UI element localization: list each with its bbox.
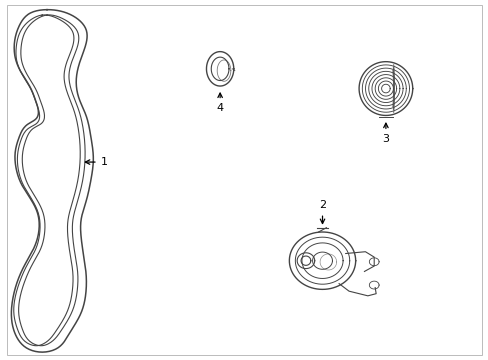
Text: 2: 2	[318, 201, 325, 224]
Text: 1: 1	[85, 157, 107, 167]
Text: 3: 3	[382, 123, 388, 144]
Text: 4: 4	[216, 93, 223, 113]
